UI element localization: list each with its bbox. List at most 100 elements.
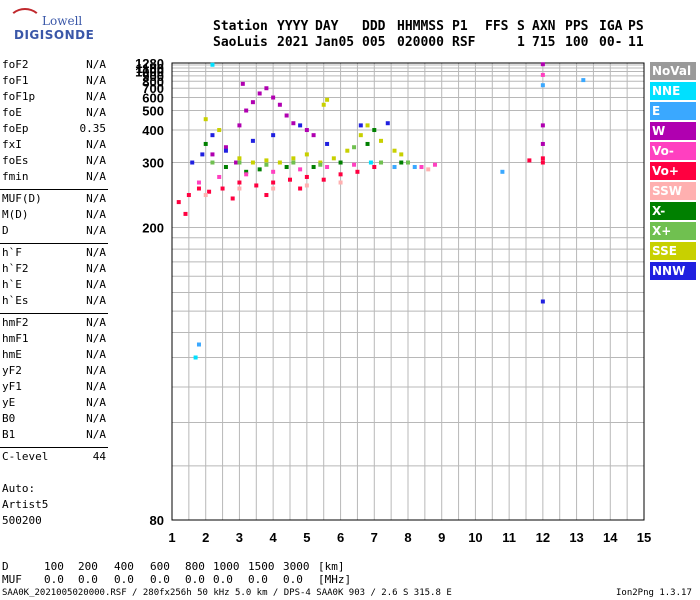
x-tick-label: 2 [202,530,209,545]
data-point [237,186,242,191]
x-tick-label: 9 [438,530,445,545]
data-point [352,145,357,150]
data-point [264,86,269,91]
param-value: N/A [86,192,106,205]
data-point [540,299,545,304]
legend-item: X- [650,202,696,220]
header-ddd-label: DDD [362,19,386,34]
param-label: C-level [2,450,49,463]
data-point [284,165,289,170]
data-point [304,128,309,133]
header-axn-value: 715 [532,35,556,50]
y-tick-label: 900 [142,69,164,84]
data-point [193,355,198,360]
data-point [540,123,545,128]
header-p1-value: RSF [452,35,476,50]
legend-item: NNE [650,82,696,100]
param-row: yF1 N/A [0,380,108,396]
param-row: foF2 N/A [0,58,108,74]
header-ddd-value: 005 [362,35,386,50]
param-label: yF1 [2,380,22,393]
data-point [358,133,363,138]
legend-item: Vo+ [650,162,696,180]
footer-muf-label: MUF [2,573,22,586]
y-tick-label: 400 [142,123,164,138]
data-point [257,91,262,96]
legend-item: Vo- [650,142,696,160]
data-point [331,156,336,161]
param-value: N/A [86,316,106,329]
data-point [372,165,377,170]
legend-item: NNW [650,262,696,280]
data-point [250,138,255,143]
x-tick-label: 11 [502,530,516,545]
data-point [338,172,343,177]
header-iga-value: 00- [599,35,623,50]
param-row: h`F N/A [0,246,108,262]
param-label: M(D) [2,208,29,221]
y-tick-label: 1280 [135,56,164,71]
data-point [318,162,323,167]
legend: NoVal NNE E W Vo- Vo+ SSW X- X+ SSE NNW [650,62,696,282]
param-row: hmF1 N/A [0,332,108,348]
data-point [288,177,292,182]
footer-version: Ion2Png 1.3.17 [616,588,692,598]
data-point [540,156,545,161]
x-tick-label: 4 [270,530,278,545]
param-label: hmF2 [2,316,29,329]
data-point [250,160,255,165]
param-value: N/A [86,380,106,393]
footer-muf-value: 0.0 [150,573,170,586]
data-point [237,123,242,128]
data-point [271,169,276,174]
footer-muf-value: 0.0 [283,573,303,586]
param-value: 44 [92,450,106,463]
data-point [196,186,201,191]
y-tick-label: 300 [142,156,164,171]
data-point [298,167,303,172]
x-tick-label: 14 [603,530,618,545]
header-station-value: SaoLuis [213,35,268,50]
header-ffs-label: FFS [485,19,509,34]
data-point [379,138,384,143]
legend-item: SSE [650,242,696,260]
param-value: N/A [86,106,106,119]
param-row: B1 N/A [0,428,108,444]
data-point [304,174,309,179]
data-point [311,165,316,170]
param-row: foF1p N/A [0,90,108,106]
header-iga-label: IGA [599,19,623,34]
data-point [291,121,296,126]
footer-d-value: 1000 [213,560,240,573]
data-point [271,95,276,100]
param-row: foEp 0.35 [0,122,108,138]
y-tick-label: 500 [142,104,164,119]
param-row: h`F2 N/A [0,262,108,278]
param-separator [0,243,108,244]
data-point [203,193,208,198]
header-day-value: Jan05 [315,35,355,50]
data-point [210,62,215,67]
footer-muf-value: 0.0 [114,573,134,586]
data-point [237,180,242,185]
x-tick-label: 10 [468,530,482,545]
footer-d-value: 100 [44,560,64,573]
data-point [304,152,309,157]
footer-muf-value: 0.0 [213,573,233,586]
logo-arc-icon [8,8,42,36]
legend-item: X+ [650,222,696,240]
data-point [190,160,195,165]
data-point [196,180,201,185]
data-point [203,117,208,122]
param-row: fxI N/A [0,138,108,154]
data-point [200,152,205,157]
header-year-value: 2021 [277,35,309,50]
data-point [271,186,276,191]
header-time-value: 020000 [397,35,444,50]
footer-d-value: 600 [150,560,170,573]
param-row: MUF(D) N/A [0,192,108,208]
y-tick-label: 1000 [135,65,164,80]
data-point [298,123,303,128]
data-point [426,167,431,172]
param-row: B0 N/A [0,412,108,428]
